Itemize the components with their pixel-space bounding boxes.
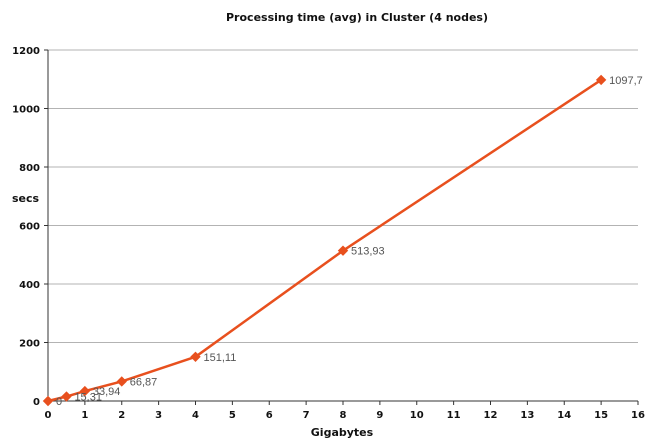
y-tick-label: 1200 (12, 46, 40, 57)
data-label: 33,94 (93, 386, 121, 398)
data-point-marker (79, 385, 91, 397)
x-tick-label: 13 (520, 410, 534, 421)
x-tick-label: 6 (266, 410, 273, 421)
y-tick-label: 0 (33, 397, 40, 408)
grid (48, 49, 638, 343)
x-tick-label: 14 (557, 410, 571, 421)
data-label: 15,31 (74, 392, 102, 404)
x-tick-label: 11 (447, 410, 461, 421)
data-label: 151,11 (204, 352, 237, 364)
x-axis-label: Gigabytes (311, 426, 374, 439)
data-point-marker (337, 245, 349, 256)
y-tick-label: 800 (19, 163, 40, 174)
x-tick-label: 15 (594, 410, 608, 421)
data-point-marker (61, 391, 72, 402)
x-tick-label: 8 (340, 410, 347, 421)
x-tick-label: 7 (303, 410, 310, 421)
data-point-marker (595, 74, 607, 86)
data-label: 0 (56, 396, 62, 408)
x-tick-label: 16 (631, 410, 645, 421)
x-tick-label: 10 (410, 410, 424, 421)
x-tick-label: 1 (81, 410, 88, 421)
data-label: 513,93 (351, 246, 385, 258)
y-tick-label: 400 (19, 280, 40, 291)
x-tick-label: 2 (118, 410, 125, 421)
series-group (42, 74, 607, 407)
x-tick-label: 5 (229, 410, 236, 421)
data-point-marker (190, 351, 201, 363)
data-point-marker (42, 395, 54, 407)
chart-title: Processing time (avg) in Cluster (4 node… (226, 11, 488, 24)
x-tick-label: 4 (192, 410, 199, 421)
y-axis-label: secs (12, 192, 40, 205)
y-tick-label: 200 (19, 339, 40, 350)
x-tick-label: 9 (376, 410, 383, 421)
data-label: 66,87 (130, 376, 158, 388)
x-tick-label: 0 (45, 410, 52, 421)
data-point-marker (116, 376, 127, 387)
y-tick-label: 600 (19, 222, 40, 233)
data-label: 1097,7 (609, 75, 643, 87)
x-tick-label: 12 (484, 410, 498, 421)
y-tick-label: 1000 (12, 105, 40, 116)
x-tick-label: 3 (155, 410, 162, 421)
series-line (47, 78, 602, 403)
